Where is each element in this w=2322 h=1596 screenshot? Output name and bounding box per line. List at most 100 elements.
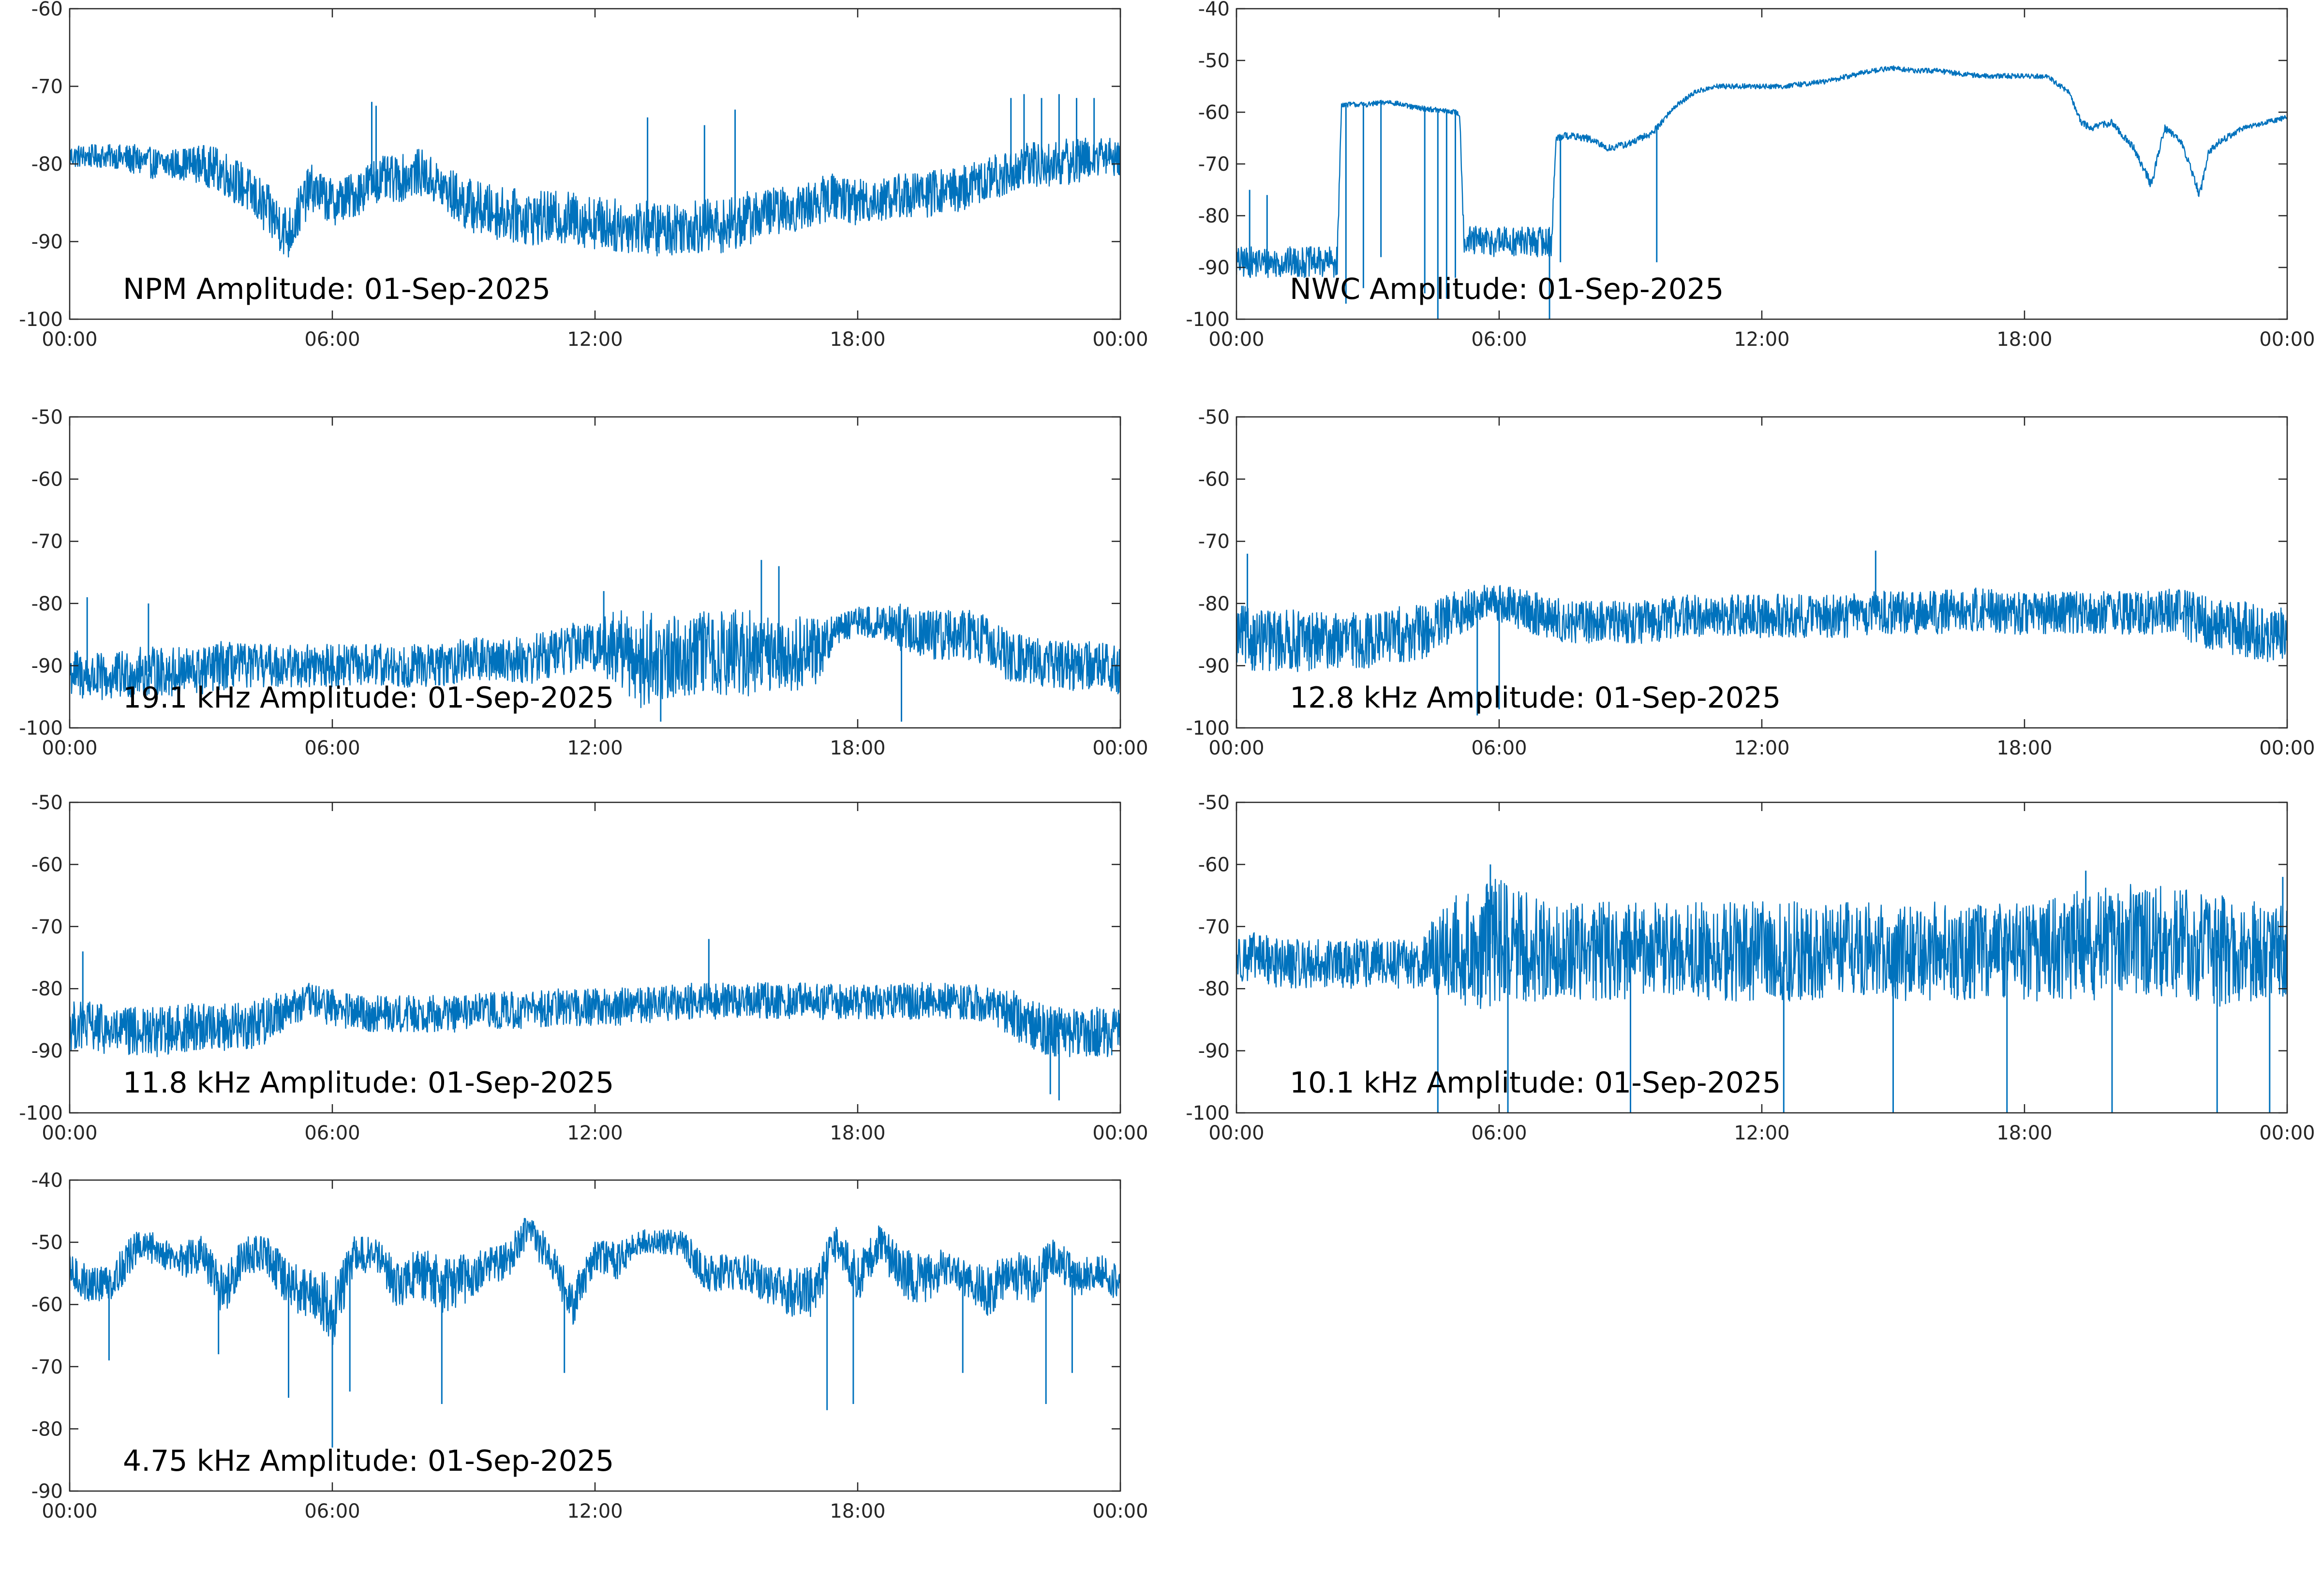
x-tick-label: 06:00 bbox=[304, 328, 360, 351]
amplitude-trace bbox=[70, 604, 1120, 709]
x-tick-label: 00:00 bbox=[1208, 328, 1264, 351]
x-tick-label: 00:00 bbox=[42, 737, 97, 759]
y-tick-label: -80 bbox=[1198, 593, 1230, 615]
y-tick-label: -80 bbox=[31, 1418, 63, 1440]
y-tick-label: -80 bbox=[1198, 978, 1230, 1000]
y-tick-label: -60 bbox=[31, 469, 63, 491]
y-tick-label: -70 bbox=[31, 1356, 63, 1378]
x-tick-label: 00:00 bbox=[1092, 737, 1148, 759]
x-tick-label: 00:00 bbox=[42, 328, 97, 351]
x-tick-label: 12:00 bbox=[567, 328, 623, 351]
y-tick-label: -70 bbox=[31, 531, 63, 553]
x-tick-label: 06:00 bbox=[304, 737, 360, 759]
y-tick-label: -70 bbox=[31, 76, 63, 98]
panel-title: 4.75 kHz Amplitude: 01-Sep-2025 bbox=[123, 1444, 614, 1478]
y-tick-label: -60 bbox=[1198, 854, 1230, 876]
y-tick-label: -50 bbox=[1198, 50, 1230, 72]
x-tick-label: 06:00 bbox=[1471, 737, 1527, 759]
y-tick-label: -50 bbox=[31, 406, 63, 429]
x-tick-label: 18:00 bbox=[830, 1500, 885, 1522]
amplitude-trace bbox=[70, 982, 1120, 1058]
x-tick-label: 12:00 bbox=[1734, 1122, 1789, 1144]
y-tick-label: -90 bbox=[31, 655, 63, 677]
y-tick-label: -100 bbox=[1186, 309, 1230, 331]
y-tick-label: -60 bbox=[1198, 102, 1230, 124]
y-tick-label: -90 bbox=[31, 1480, 63, 1503]
y-tick-label: -100 bbox=[1186, 1102, 1230, 1124]
x-tick-label: 00:00 bbox=[1092, 1500, 1148, 1522]
amplitude-trace bbox=[70, 1218, 1120, 1345]
y-tick-label: -80 bbox=[31, 593, 63, 615]
y-tick-label: -40 bbox=[1198, 0, 1230, 20]
x-tick-label: 00:00 bbox=[1092, 1122, 1148, 1144]
x-tick-label: 00:00 bbox=[2259, 1122, 2315, 1144]
x-tick-label: 00:00 bbox=[1208, 737, 1264, 759]
x-tick-label: 12:00 bbox=[1734, 737, 1789, 759]
panel-title: NWC Amplitude: 01-Sep-2025 bbox=[1290, 272, 1724, 306]
x-tick-label: 12:00 bbox=[567, 1500, 623, 1522]
x-tick-label: 00:00 bbox=[42, 1122, 97, 1144]
x-tick-label: 12:00 bbox=[567, 1122, 623, 1144]
y-tick-label: -100 bbox=[19, 717, 63, 739]
y-tick-label: -70 bbox=[1198, 153, 1230, 176]
x-tick-label: 18:00 bbox=[1996, 1122, 2052, 1144]
y-tick-label: -50 bbox=[31, 792, 63, 814]
x-tick-label: 00:00 bbox=[1092, 328, 1148, 351]
y-tick-label: -50 bbox=[1198, 792, 1230, 814]
x-tick-label: 00:00 bbox=[2259, 328, 2315, 351]
y-tick-label: -60 bbox=[31, 1294, 63, 1316]
x-tick-label: 18:00 bbox=[830, 328, 885, 351]
x-tick-label: 18:00 bbox=[1996, 737, 2052, 759]
y-tick-label: -100 bbox=[1186, 717, 1230, 739]
x-tick-label: 18:00 bbox=[830, 737, 885, 759]
amplitude-trace bbox=[1236, 879, 2287, 1009]
y-tick-label: -90 bbox=[1198, 1040, 1230, 1063]
x-tick-label: 06:00 bbox=[304, 1122, 360, 1144]
x-tick-label: 06:00 bbox=[1471, 1122, 1527, 1144]
panel-title: 19.1 kHz Amplitude: 01-Sep-2025 bbox=[123, 681, 614, 715]
y-tick-label: -100 bbox=[19, 309, 63, 331]
x-tick-label: 00:00 bbox=[2259, 737, 2315, 759]
x-tick-label: 00:00 bbox=[42, 1500, 97, 1522]
x-tick-label: 12:00 bbox=[1734, 328, 1789, 351]
y-tick-label: -90 bbox=[31, 1040, 63, 1063]
y-tick-label: -60 bbox=[1198, 469, 1230, 491]
y-tick-label: -40 bbox=[31, 1169, 63, 1192]
panel-title: 11.8 kHz Amplitude: 01-Sep-2025 bbox=[123, 1066, 614, 1100]
y-tick-label: -60 bbox=[31, 0, 63, 20]
y-tick-label: -60 bbox=[31, 854, 63, 876]
amplitude-trace bbox=[1236, 585, 2287, 672]
y-tick-label: -70 bbox=[1198, 916, 1230, 938]
x-tick-label: 18:00 bbox=[1996, 328, 2052, 351]
panel-title: NPM Amplitude: 01-Sep-2025 bbox=[123, 272, 551, 306]
amplitude-trace bbox=[70, 137, 1120, 258]
y-tick-label: -70 bbox=[31, 916, 63, 938]
y-tick-label: -80 bbox=[31, 978, 63, 1000]
y-tick-label: -50 bbox=[31, 1232, 63, 1254]
y-tick-label: -80 bbox=[31, 153, 63, 176]
y-tick-label: -70 bbox=[1198, 531, 1230, 553]
panel-title: 12.8 kHz Amplitude: 01-Sep-2025 bbox=[1290, 681, 1781, 715]
y-tick-label: -100 bbox=[19, 1102, 63, 1124]
y-tick-label: -50 bbox=[1198, 406, 1230, 429]
y-tick-label: -90 bbox=[1198, 655, 1230, 677]
x-tick-label: 18:00 bbox=[830, 1122, 885, 1144]
x-tick-label: 06:00 bbox=[1471, 328, 1527, 351]
y-tick-label: -90 bbox=[1198, 257, 1230, 279]
x-tick-label: 06:00 bbox=[304, 1500, 360, 1522]
y-tick-label: -90 bbox=[31, 231, 63, 253]
x-tick-label: 00:00 bbox=[1208, 1122, 1264, 1144]
amplitude-trace bbox=[1236, 65, 2287, 278]
panel-title: 10.1 kHz Amplitude: 01-Sep-2025 bbox=[1290, 1066, 1781, 1100]
x-tick-label: 12:00 bbox=[567, 737, 623, 759]
